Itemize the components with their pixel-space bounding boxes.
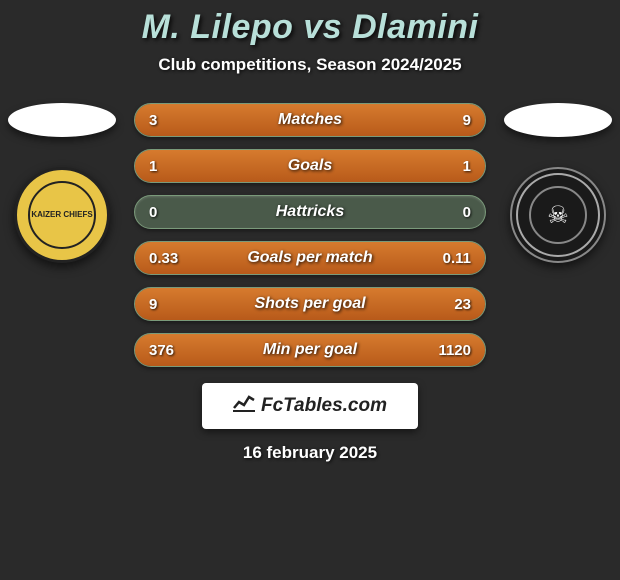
comparison-card: M. Lilepo vs Dlamini Club competitions, … <box>0 0 620 463</box>
stat-right-value: 1 <box>463 158 471 175</box>
stat-right-value: 23 <box>454 296 471 313</box>
stats-column: 3Matches9 1Goals1 0Hattricks0 0.33Goals per… <box>134 103 486 367</box>
stat-row: 376Min per goal1120 <box>134 333 486 367</box>
stat-right-value: 0 <box>463 204 471 221</box>
chart-icon <box>233 394 255 418</box>
stat-row: 0Hattricks0 <box>134 195 486 229</box>
stat-right-value: 1120 <box>438 342 471 359</box>
site-name: FcTables.com <box>261 395 387 417</box>
club-badge-right: ☠ <box>510 167 606 263</box>
club-badge-left: KAIZER CHIEFS <box>14 167 110 263</box>
stat-row: 3Matches9 <box>134 103 486 137</box>
stat-label: Hattricks <box>135 203 485 221</box>
player-left-column: KAIZER CHIEFS <box>8 103 116 263</box>
stat-right-value: 9 <box>463 112 471 129</box>
player-left-avatar <box>8 103 116 137</box>
site-badge[interactable]: FcTables.com <box>202 383 418 429</box>
footer-date: 16 february 2025 <box>0 443 620 463</box>
player-right-column: ☠ <box>504 103 612 263</box>
stat-label: Matches <box>135 111 485 129</box>
stat-label: Min per goal <box>135 341 485 359</box>
player-right-avatar <box>504 103 612 137</box>
stat-row: 0.33Goals per match0.11 <box>134 241 486 275</box>
stat-right-value: 0.11 <box>443 250 471 267</box>
main-row: KAIZER CHIEFS 3Matches9 1Goals1 0Hattricks… <box>0 103 620 367</box>
club-badge-left-label: KAIZER CHIEFS <box>28 181 96 249</box>
stat-row: 1Goals1 <box>134 149 486 183</box>
stat-label: Shots per goal <box>135 295 485 313</box>
page-title: M. Lilepo vs Dlamini <box>0 8 620 47</box>
stat-label: Goals <box>135 157 485 175</box>
subtitle: Club competitions, Season 2024/2025 <box>0 55 620 75</box>
stat-label: Goals per match <box>135 249 485 267</box>
stat-row: 9Shots per goal23 <box>134 287 486 321</box>
